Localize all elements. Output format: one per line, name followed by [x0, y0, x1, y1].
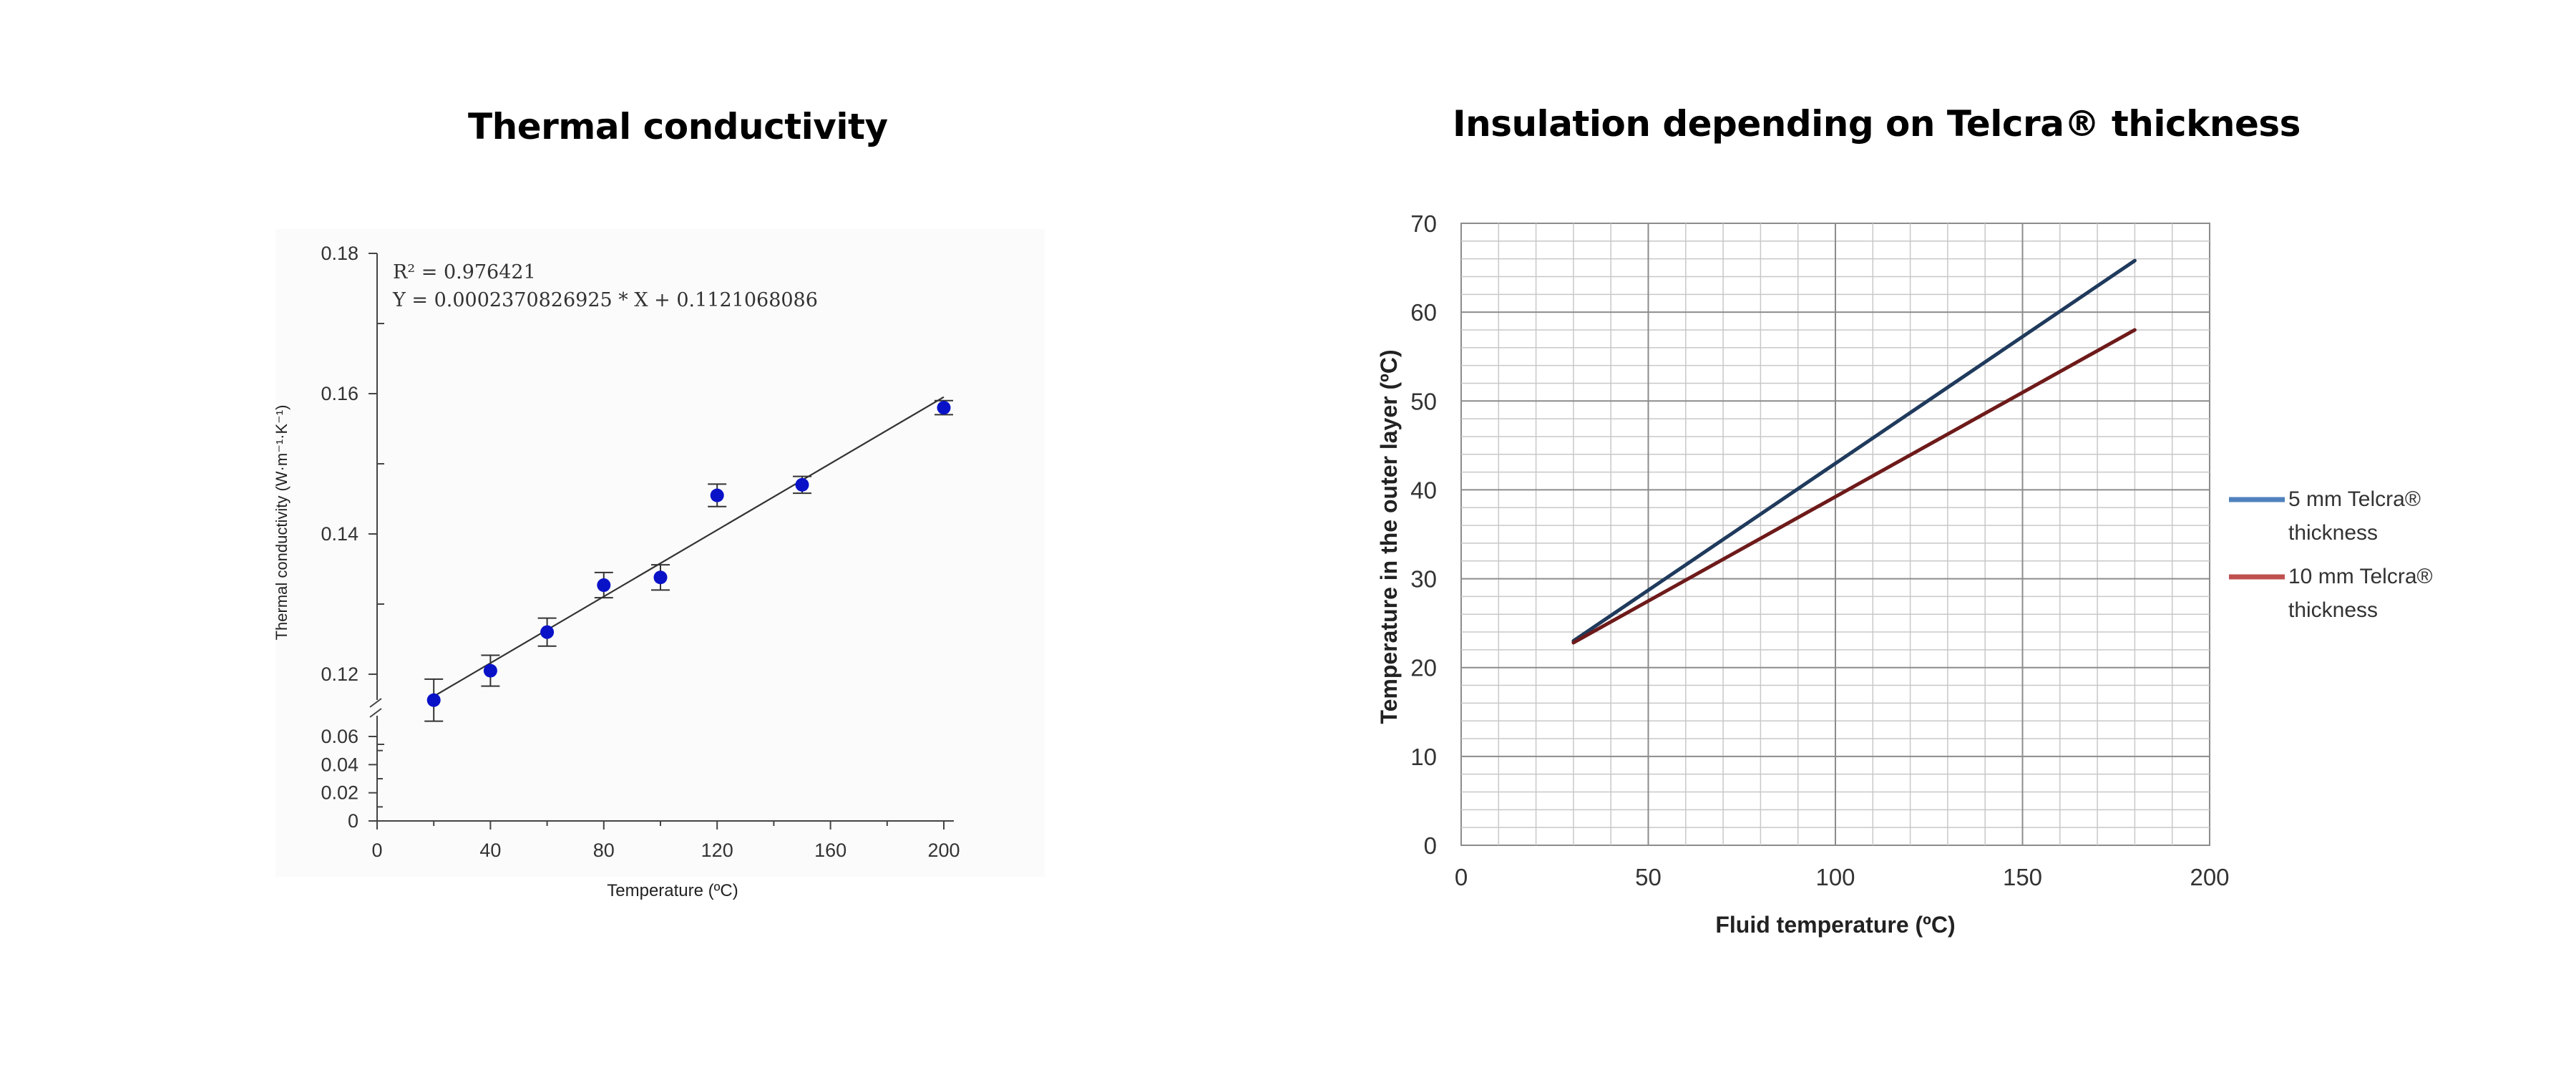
- plot-background: [275, 229, 1045, 877]
- x-tick-label: 100: [1815, 864, 1855, 890]
- x-tick-label: 80: [593, 840, 615, 861]
- x-tick-label: 200: [927, 840, 960, 861]
- x-tick-label: 0: [371, 840, 382, 861]
- y-tick-label: 0: [1424, 832, 1437, 859]
- x-tick-label: 120: [701, 840, 733, 861]
- x-tick-label: 50: [1635, 864, 1662, 890]
- y-tick-label: 0.04: [321, 754, 358, 775]
- y-tick-label: 0.18: [321, 243, 358, 264]
- x-tick-label: 40: [479, 840, 501, 861]
- y-tick-label: 40: [1410, 477, 1437, 503]
- y-tick-label: 20: [1410, 655, 1437, 681]
- x-tick-label: 0: [1455, 864, 1468, 890]
- y-tick-label: 50: [1410, 388, 1437, 414]
- y-tick-label: 10: [1410, 744, 1437, 770]
- fit-line: [433, 396, 945, 697]
- y-tick-label: 0.02: [321, 782, 358, 804]
- x-axis-label: Temperature (ºC): [607, 881, 738, 900]
- data-point: [795, 477, 809, 492]
- axis-break-mark: [369, 698, 382, 708]
- y-tick-label: 0.06: [321, 726, 358, 747]
- series-line-1: [1571, 258, 2137, 643]
- x-tick-label: 200: [2190, 864, 2229, 890]
- x-axis-label: Fluid temperature (ºC): [1715, 912, 1955, 938]
- left-chart-title: Thermal conductivity: [468, 106, 888, 147]
- legend-label-2-line2: thickness: [2288, 598, 2378, 622]
- y-tick-label: 70: [1410, 210, 1437, 237]
- y-axis-label: Temperature in the outer layer (ºC): [1376, 349, 1402, 724]
- data-point: [710, 488, 724, 502]
- data-point: [483, 663, 497, 678]
- fit-equation-annotation: Y = 0.0002370826925 * X + 0.1121068086: [392, 289, 818, 311]
- x-tick-label: 150: [2003, 864, 2042, 890]
- y-axis-label: Thermal conductivity (W·m⁻¹·K⁻¹): [273, 405, 291, 641]
- y-tick-label: 0: [348, 810, 358, 832]
- insulation-chart: 0 50 100 150 200 0 10 20 30 40 50 60 70 Fluid tempera…: [1376, 210, 2433, 938]
- right-chart-title: Insulation depending on Telcra® thicknes…: [1453, 103, 2301, 145]
- legend-label-2: 10 mm Telcra®: [2288, 565, 2433, 588]
- y-tick-label: 0.16: [321, 383, 358, 404]
- y-tick-label: 0.12: [321, 663, 358, 685]
- legend-label-1: 5 mm Telcra®: [2288, 487, 2421, 511]
- series-line-2: [1571, 328, 2137, 645]
- y-tick-label: 30: [1410, 566, 1437, 593]
- y-tick-label: 0.14: [321, 523, 358, 545]
- data-point: [937, 401, 951, 415]
- x-tick-label: 160: [814, 840, 847, 861]
- data-point: [426, 693, 441, 707]
- axis-break-mark: [369, 708, 382, 718]
- data-point: [540, 625, 555, 639]
- legend-label-1-line2: thickness: [2288, 521, 2378, 545]
- thermal-conductivity-chart: 0.12 0.14 0.16 0.18 0 0.02 0.04 0.06 0 40 80 120 160…: [273, 229, 1045, 900]
- data-point: [597, 578, 611, 593]
- r-squared-annotation: R² = 0.976421: [393, 261, 536, 283]
- data-point: [653, 570, 668, 585]
- y-tick-label: 60: [1410, 299, 1437, 326]
